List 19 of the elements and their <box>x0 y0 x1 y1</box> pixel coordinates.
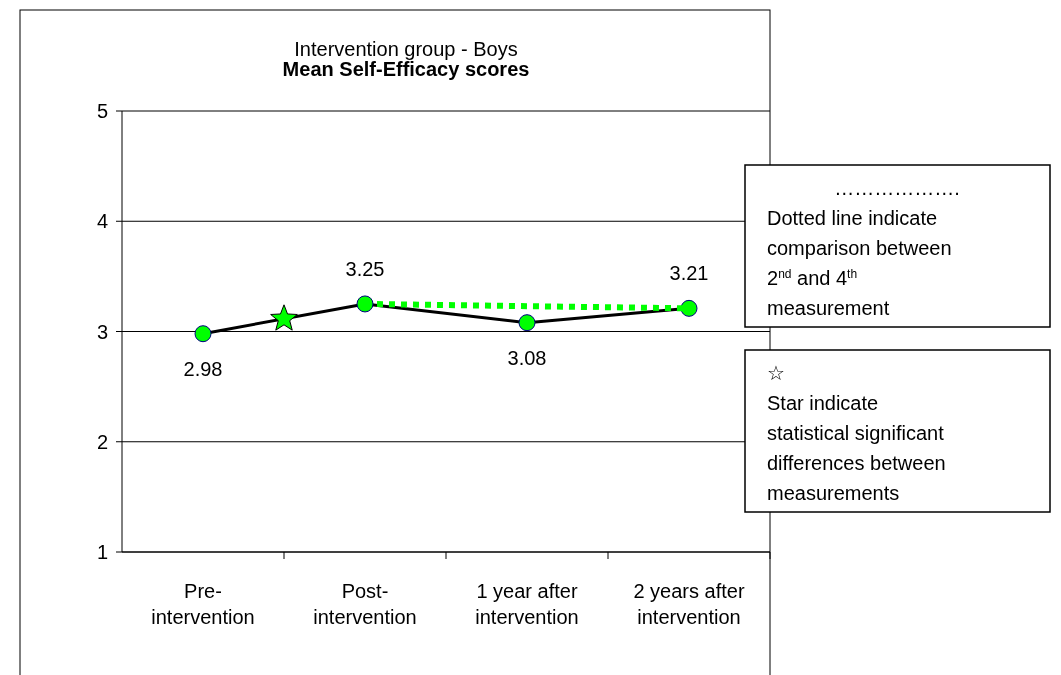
point <box>194 325 212 343</box>
x-tick-label: Post- intervention <box>313 580 417 628</box>
y-tick-label: 5 <box>96 100 108 122</box>
y-tick-label: 4 <box>96 210 108 233</box>
point <box>680 299 698 317</box>
text: ………………. Dotted line indicate comparison between 2$^{nd}$ and 4$^{th}$ measurement <box>767 177 960 319</box>
data-label: 2.98 <box>183 357 223 380</box>
annotation: ☆ Star indicate statistical significant differences between measurements <box>767 362 946 504</box>
y-tick-label: 2 <box>96 430 108 453</box>
y-tick-label: 1 <box>96 541 108 563</box>
x-tick-label: 2 years after intervention <box>633 580 745 628</box>
x-tick-label: Pre- intervention <box>151 580 255 628</box>
data-label: 3.08 <box>507 346 547 369</box>
point <box>518 314 536 332</box>
data-label: 3.21 <box>669 262 709 285</box>
x-tick-label: 1 year after intervention <box>475 580 579 628</box>
chart-title: Intervention group - Boys <box>294 38 518 60</box>
data-label: 3.25 <box>345 257 385 280</box>
y-tick-label: 3 <box>96 320 108 343</box>
